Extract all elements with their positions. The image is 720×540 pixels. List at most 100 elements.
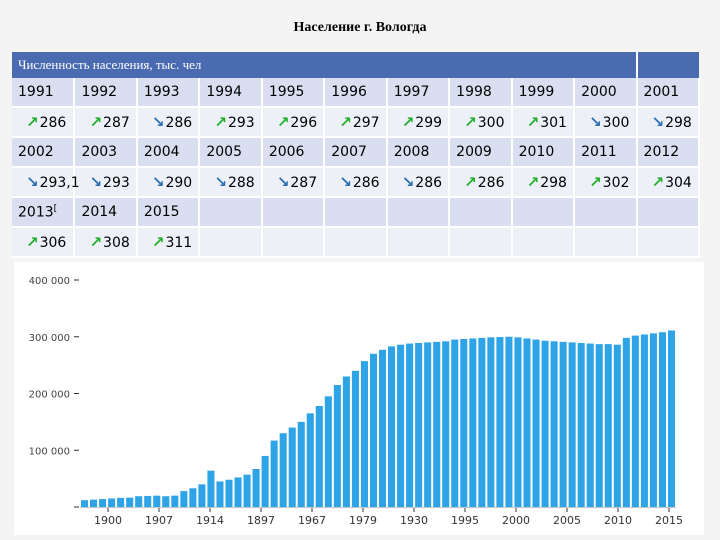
year-cell: 2004 bbox=[136, 137, 201, 168]
year-cell: 2003 bbox=[74, 137, 138, 168]
year-label: 2005 bbox=[206, 144, 242, 160]
population-value: 286 bbox=[39, 115, 67, 131]
bar bbox=[487, 337, 495, 507]
bar bbox=[297, 421, 305, 507]
bar bbox=[577, 342, 585, 507]
table-header-cell bbox=[635, 52, 699, 78]
value-cell bbox=[324, 227, 388, 258]
bar bbox=[324, 396, 332, 507]
value-cell: ↘298 bbox=[636, 107, 701, 138]
value-cell: ↘290 bbox=[136, 167, 201, 198]
arrow-up-icon: ↗ bbox=[26, 113, 39, 131]
arrow-down-icon: ↘ bbox=[651, 113, 665, 131]
population-value: 299 bbox=[415, 115, 443, 131]
population-value: 296 bbox=[290, 115, 318, 131]
year-cell bbox=[574, 197, 638, 228]
bar bbox=[180, 491, 188, 507]
bar bbox=[351, 370, 359, 507]
bar bbox=[658, 332, 666, 507]
arrow-down-icon: ↘ bbox=[214, 173, 227, 191]
footnote-mark[interactable]: [ bbox=[53, 203, 58, 214]
arrow-up-icon: ↗ bbox=[276, 113, 290, 131]
bar bbox=[108, 498, 116, 507]
bar bbox=[667, 330, 676, 507]
x-tick-label: 2000 bbox=[502, 514, 530, 527]
year-cell: 2012 bbox=[636, 137, 701, 168]
arrow-up-icon: ↗ bbox=[651, 173, 665, 191]
year-label: 2010 bbox=[518, 144, 555, 160]
population-value: 308 bbox=[103, 235, 130, 251]
population-value: 297 bbox=[352, 115, 380, 131]
value-cell bbox=[199, 227, 263, 258]
bar bbox=[568, 342, 576, 507]
x-tick-label: 2010 bbox=[604, 514, 632, 527]
bar bbox=[442, 341, 450, 507]
value-cell: ↘286 bbox=[386, 167, 451, 198]
bar bbox=[388, 346, 396, 507]
year-cell: 2013[ bbox=[12, 197, 76, 228]
bar bbox=[424, 342, 432, 507]
value-cell bbox=[574, 227, 638, 258]
bar bbox=[451, 339, 459, 507]
value-cell: ↘287 bbox=[261, 167, 326, 198]
x-tick-label: 1979 bbox=[349, 514, 377, 527]
bar bbox=[252, 468, 260, 507]
population-value: 304 bbox=[665, 175, 692, 191]
arrow-down-icon: ↘ bbox=[89, 173, 103, 191]
bar bbox=[604, 344, 612, 507]
bar bbox=[478, 337, 486, 507]
year-cell: 1996 bbox=[324, 78, 388, 108]
year-row: 1991 1992 1993 1994 1995 1996 1997 1998 1999 2000… bbox=[12, 78, 701, 108]
bar bbox=[550, 341, 558, 507]
arrow-up-icon: ↗ bbox=[89, 113, 103, 131]
bar bbox=[126, 497, 134, 507]
population-value: 298 bbox=[665, 115, 692, 131]
bar bbox=[198, 484, 206, 507]
bar bbox=[225, 479, 233, 507]
value-cell: ↘300 bbox=[574, 107, 638, 138]
bar bbox=[117, 497, 125, 507]
bar bbox=[360, 361, 368, 507]
year-cell: 2001 bbox=[636, 78, 701, 108]
arrow-up-icon: ↗ bbox=[339, 113, 352, 131]
year-cell: 2000 bbox=[574, 78, 638, 108]
year-label: 2008 bbox=[393, 144, 430, 160]
value-cell: ↗286 bbox=[12, 107, 76, 138]
bar bbox=[460, 339, 468, 507]
value-cell: ↗306 bbox=[12, 227, 76, 258]
value-cell: ↘288 bbox=[199, 167, 263, 198]
table-header-row: Численность населения, тыс. чел bbox=[12, 52, 699, 78]
bar bbox=[207, 470, 215, 507]
value-row: ↘293,1 ↘293 ↘290 ↘288 ↘287 ↘286 ↘286 ↗286 ↗298 ↗3… bbox=[12, 167, 701, 198]
year-label: 2007 bbox=[331, 144, 367, 160]
population-value: 298 bbox=[540, 175, 567, 191]
year-cell: 2005 bbox=[199, 137, 263, 168]
bar bbox=[541, 340, 549, 507]
year-label: 1994 bbox=[206, 84, 242, 100]
year-cell: 2007 bbox=[324, 137, 388, 168]
value-row: ↗286 ↗287 ↘286 ↗293 ↗296 ↗297 ↗299 ↗300 ↗301 ↘300… bbox=[12, 107, 701, 138]
bar bbox=[622, 337, 630, 507]
value-cell: ↗298 bbox=[511, 167, 576, 198]
year-cell: 1997 bbox=[386, 78, 451, 108]
year-cell: 2009 bbox=[449, 137, 513, 168]
bar bbox=[189, 488, 197, 507]
year-cell: 1995 bbox=[261, 78, 326, 108]
bar bbox=[171, 495, 179, 507]
x-tick-label: 1930 bbox=[400, 514, 428, 527]
y-tick-label: 300 000 bbox=[29, 333, 70, 344]
population-value: 302 bbox=[602, 175, 630, 191]
bar bbox=[514, 337, 522, 507]
x-tick-label: 2005 bbox=[553, 514, 581, 527]
year-cell: 2008 bbox=[386, 137, 451, 168]
bar bbox=[153, 495, 161, 507]
year-cell bbox=[449, 197, 513, 228]
value-cell: ↗297 bbox=[324, 107, 388, 138]
bar bbox=[288, 427, 296, 507]
value-cell bbox=[261, 227, 326, 258]
bar bbox=[315, 405, 323, 507]
arrow-down-icon: ↘ bbox=[339, 173, 352, 191]
arrow-down-icon: ↘ bbox=[276, 173, 290, 191]
value-cell: ↗308 bbox=[74, 227, 138, 258]
y-tick-label: 200 000 bbox=[29, 390, 70, 401]
